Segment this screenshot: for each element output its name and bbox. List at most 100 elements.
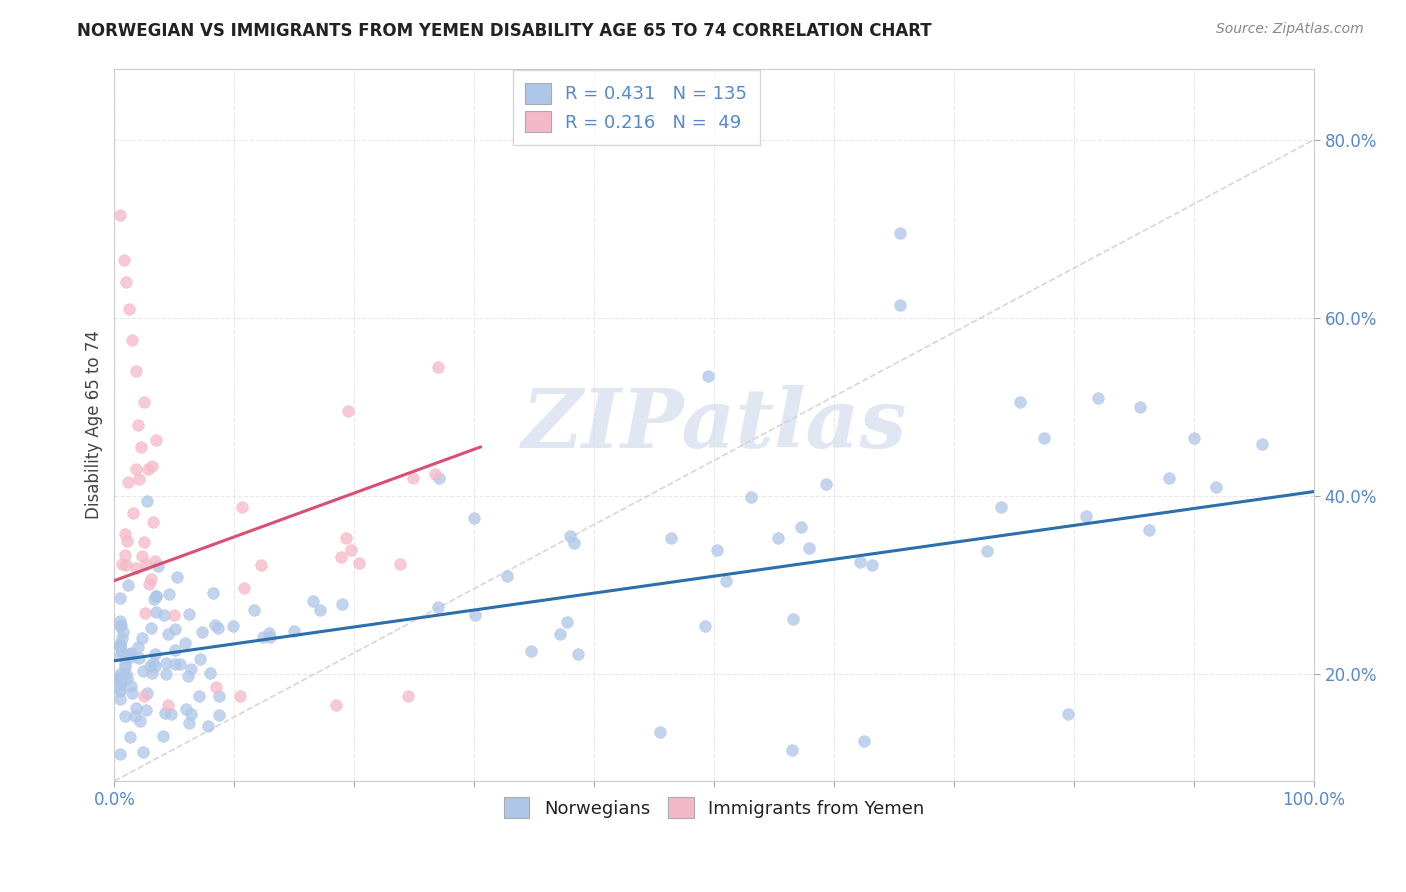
Point — [232, 581, 254, 595]
Point — [110, 684, 132, 698]
Point — [143, 591, 166, 606]
Point — [706, 543, 728, 558]
Point — [335, 531, 357, 545]
Point — [309, 603, 332, 617]
Point — [169, 657, 191, 671]
Point — [815, 476, 838, 491]
Point — [114, 657, 136, 672]
Point — [259, 625, 281, 640]
Point — [145, 433, 167, 447]
Text: ZIPatlas: ZIPatlas — [522, 384, 907, 465]
Point — [208, 689, 231, 703]
Point — [115, 667, 138, 681]
Point — [110, 648, 132, 662]
Point — [259, 630, 281, 644]
Point — [853, 734, 876, 748]
Point — [128, 651, 150, 665]
Point — [166, 570, 188, 584]
Point — [180, 706, 202, 721]
Point — [145, 605, 167, 619]
Point — [782, 612, 804, 626]
Point — [160, 707, 183, 722]
Point — [153, 706, 176, 721]
Point — [124, 700, 146, 714]
Point — [142, 657, 165, 671]
Point — [138, 659, 160, 673]
Point — [120, 646, 142, 660]
Point — [134, 690, 156, 704]
Point — [129, 440, 152, 454]
Point — [190, 625, 212, 640]
Point — [157, 627, 180, 641]
Point — [143, 647, 166, 661]
Point — [110, 683, 132, 698]
Point — [117, 475, 139, 489]
Point — [332, 598, 354, 612]
Point — [134, 607, 156, 621]
Point — [131, 664, 153, 678]
Text: Source: ZipAtlas.com: Source: ZipAtlas.com — [1216, 22, 1364, 37]
Point — [389, 557, 412, 571]
Point — [222, 619, 245, 633]
Point — [135, 686, 157, 700]
Point — [229, 690, 252, 704]
Y-axis label: Disability Age 65 to 74: Disability Age 65 to 74 — [86, 330, 103, 519]
Point — [567, 647, 589, 661]
Point — [114, 708, 136, 723]
Point — [110, 209, 132, 223]
Point — [111, 645, 134, 659]
Point — [463, 511, 485, 525]
Point — [231, 500, 253, 515]
Point — [111, 631, 134, 645]
Point — [205, 681, 228, 695]
Point — [146, 559, 169, 574]
Point — [250, 558, 273, 572]
Point — [1033, 431, 1056, 445]
Point — [127, 640, 149, 655]
Point — [1182, 431, 1205, 445]
Point — [1129, 400, 1152, 414]
Point — [110, 667, 132, 681]
Point — [204, 617, 226, 632]
Point — [889, 227, 911, 241]
Point — [136, 462, 159, 476]
Point — [1251, 437, 1274, 451]
Point — [427, 471, 450, 485]
Point — [114, 659, 136, 673]
Point — [1010, 395, 1032, 409]
Point — [141, 665, 163, 680]
Point — [135, 557, 157, 571]
Point — [110, 591, 132, 605]
Point — [208, 708, 231, 723]
Point — [396, 690, 419, 704]
Point — [125, 364, 148, 378]
Point — [110, 692, 132, 706]
Point — [112, 252, 135, 267]
Point — [1205, 480, 1227, 494]
Point — [139, 621, 162, 635]
Point — [114, 527, 136, 541]
Point — [337, 404, 360, 418]
Point — [118, 301, 141, 316]
Point — [797, 541, 820, 555]
Point — [157, 698, 180, 713]
Point — [157, 587, 180, 601]
Point — [173, 635, 195, 649]
Point — [198, 665, 221, 680]
Point — [110, 639, 132, 653]
Point — [180, 662, 202, 676]
Point — [128, 472, 150, 486]
Point — [120, 649, 142, 664]
Point — [177, 607, 200, 621]
Point — [165, 643, 187, 657]
Point — [188, 651, 211, 665]
Point — [110, 676, 132, 690]
Point — [110, 637, 132, 651]
Point — [134, 395, 156, 409]
Point — [562, 536, 585, 550]
Point — [110, 640, 132, 654]
Point — [519, 644, 541, 658]
Point — [177, 716, 200, 731]
Point — [114, 549, 136, 563]
Point — [560, 529, 582, 543]
